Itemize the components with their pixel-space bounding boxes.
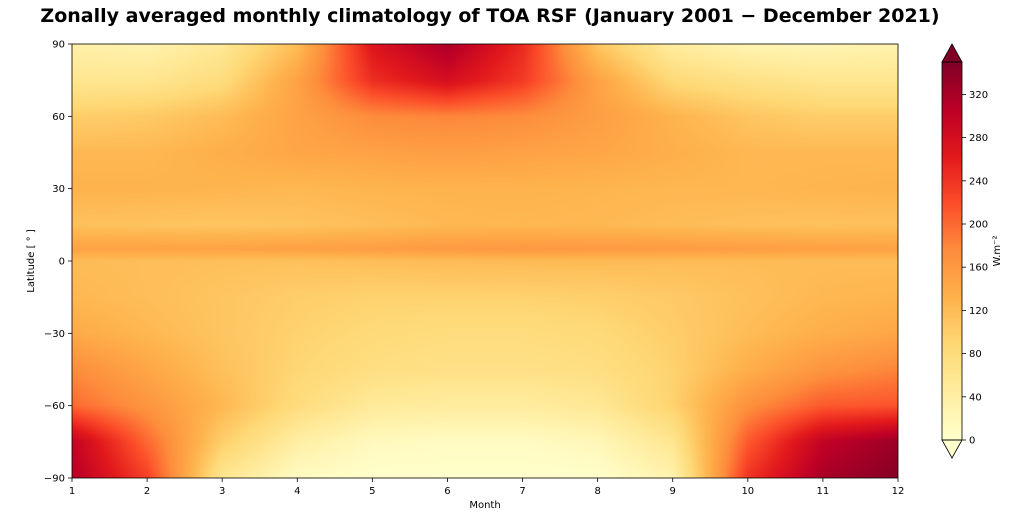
x-tick-label: 12: [892, 486, 905, 497]
colorbar-tick-label: 80: [969, 349, 982, 360]
colorbar: 0 40 80 120 160 200 240 280 320: [941, 43, 988, 459]
x-tick-label: 8: [594, 486, 600, 497]
y-axis-ticks: 90 60 30 0 −30 −60 −90: [44, 40, 72, 485]
x-tick-label: 11: [817, 486, 830, 497]
colorbar-tick-label: 160: [969, 263, 988, 274]
y-axis-label: Latitude [ ° ]: [26, 229, 37, 293]
x-tick-label: 2: [144, 486, 150, 497]
x-tick-label: 1: [69, 486, 75, 497]
colorbar-tick-label: 240: [969, 176, 988, 187]
plot-border: [71, 43, 899, 479]
x-axis-ticks: 1 2 3 4 5 6 7 8 9 10 11 12: [69, 478, 905, 497]
y-tick-label: 30: [52, 184, 65, 195]
x-tick-label: 6: [444, 486, 450, 497]
colorbar-tick-label: 40: [969, 392, 982, 403]
colorbar-gradient: [942, 62, 962, 440]
x-tick-label: 10: [741, 486, 754, 497]
x-axis-label: Month: [469, 500, 500, 511]
x-tick-label: 7: [519, 486, 525, 497]
colorbar-label: W.m⁻²: [992, 236, 1003, 267]
colorbar-tick-label: 280: [969, 133, 988, 144]
colorbar-extend-max: [941, 43, 963, 63]
colorbar-border: [941, 61, 963, 441]
colorbar-tick-label: 0: [969, 436, 975, 447]
heatmap-field: [72, 44, 898, 478]
colorbar-extend-min: [941, 439, 963, 459]
colorbar-tick-label: 120: [969, 306, 988, 317]
y-tick-label: 0: [59, 257, 65, 268]
y-tick-label: 90: [52, 40, 65, 51]
chart-title: Zonally averaged monthly climatology of …: [40, 5, 940, 27]
y-tick-label: −30: [44, 329, 65, 340]
x-tick-label: 9: [670, 486, 676, 497]
colorbar-tick-label: 320: [969, 90, 988, 101]
x-tick-label: 3: [219, 486, 225, 497]
colorbar-tick-label: 200: [969, 220, 988, 231]
y-tick-label: −60: [44, 401, 65, 412]
x-tick-label: 5: [369, 486, 375, 497]
x-tick-label: 4: [294, 486, 300, 497]
y-tick-label: 60: [52, 112, 65, 123]
plot-frame: [71, 43, 899, 479]
y-tick-label: −90: [44, 474, 65, 485]
